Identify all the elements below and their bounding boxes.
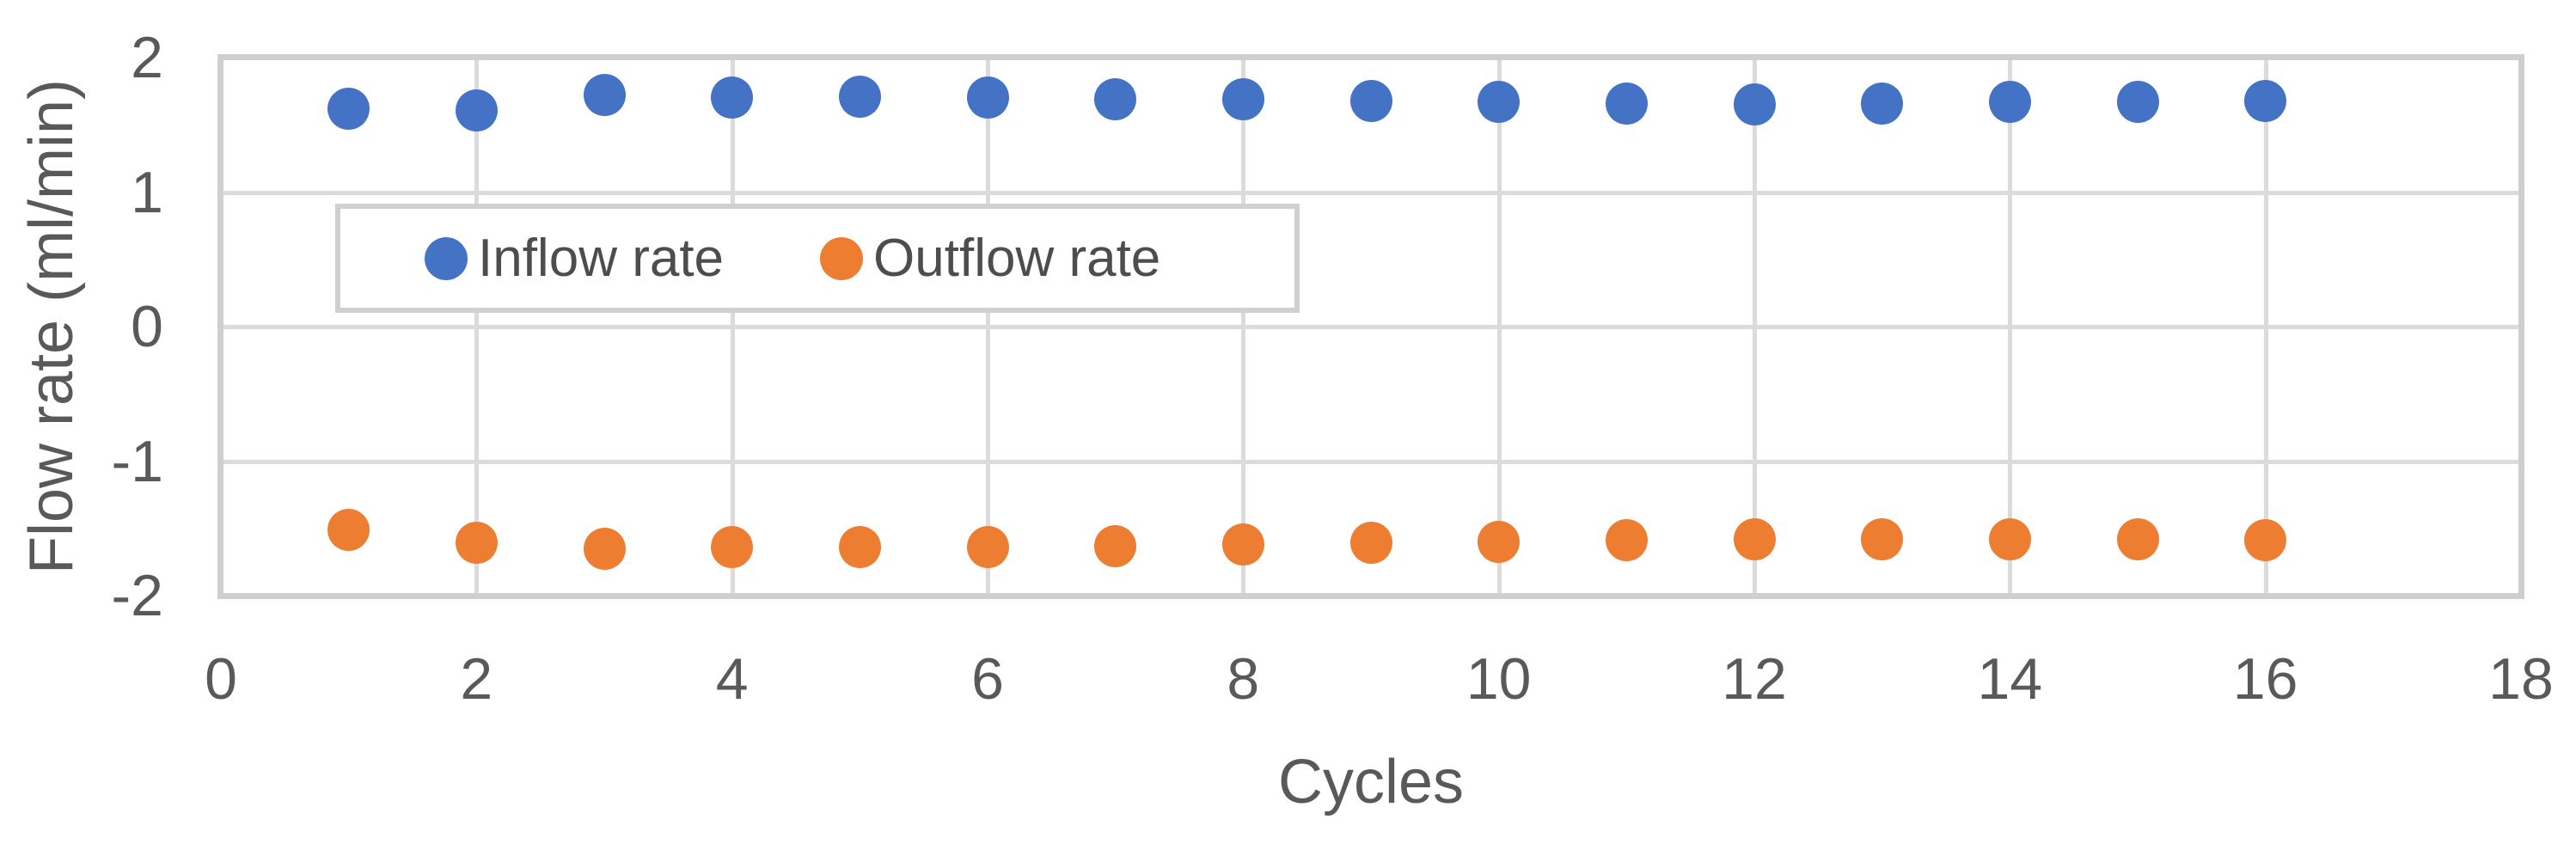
data-point-inflow-rate	[327, 87, 370, 130]
data-point-outflow-rate	[1988, 517, 2031, 560]
y-tick-label: 0	[131, 294, 163, 359]
gridline	[221, 459, 2521, 464]
legend-entry-outflow-rate: Outflow rate	[820, 228, 1161, 288]
data-point-inflow-rate	[1221, 78, 1264, 120]
x-axis-line	[217, 593, 2524, 599]
legend: Inflow rate Outflow rate	[335, 204, 1300, 313]
data-point-inflow-rate	[2244, 79, 2287, 122]
gridline	[221, 325, 2521, 329]
data-point-outflow-rate	[1094, 524, 1137, 567]
plot-border-right	[2518, 54, 2524, 599]
data-point-outflow-rate	[2244, 519, 2287, 562]
data-point-outflow-rate	[1349, 522, 1392, 565]
x-tick-label: 18	[2488, 646, 2554, 712]
data-point-inflow-rate	[583, 74, 626, 117]
x-axis-title: Cycles	[1277, 748, 1465, 816]
data-point-inflow-rate	[455, 89, 498, 131]
x-tick-label: 14	[1977, 646, 2043, 712]
legend-entry-inflow-rate: Inflow rate	[425, 228, 725, 288]
data-point-inflow-rate	[1861, 82, 1904, 125]
y-tick-label: -2	[111, 563, 163, 628]
data-point-inflow-rate	[1478, 81, 1521, 124]
data-point-outflow-rate	[1478, 520, 1521, 563]
x-tick-label: 16	[2232, 646, 2298, 712]
data-point-outflow-rate	[711, 526, 754, 569]
data-point-outflow-rate	[1221, 523, 1264, 566]
data-point-inflow-rate	[1605, 82, 1648, 125]
x-tick-label: 6	[971, 646, 1004, 712]
data-point-outflow-rate	[1733, 517, 1776, 560]
data-point-inflow-rate	[1094, 78, 1137, 120]
legend-label-outflow-rate: Outflow rate	[873, 228, 1161, 288]
y-axis-line	[217, 54, 223, 599]
x-tick-label: 12	[1722, 646, 1787, 712]
data-point-outflow-rate	[1605, 519, 1648, 562]
data-point-inflow-rate	[838, 75, 881, 118]
x-tick-label: 4	[715, 646, 749, 712]
data-point-inflow-rate	[711, 76, 754, 119]
data-point-outflow-rate	[1861, 517, 1904, 560]
outflow-legend-marker-icon	[820, 236, 864, 280]
data-point-inflow-rate	[1349, 79, 1392, 122]
data-point-outflow-rate	[2116, 517, 2159, 560]
y-tick-label: 1	[131, 159, 163, 225]
data-point-outflow-rate	[838, 526, 881, 569]
plot-border-top	[217, 54, 2524, 60]
gridline	[221, 190, 2521, 195]
data-point-inflow-rate	[966, 76, 1009, 119]
data-point-inflow-rate	[1988, 81, 2031, 124]
data-point-outflow-rate	[455, 522, 498, 565]
data-point-outflow-rate	[327, 508, 370, 551]
x-tick-label: 0	[205, 646, 237, 712]
inflow-legend-marker-icon	[425, 236, 468, 280]
data-point-inflow-rate	[2116, 81, 2159, 124]
x-tick-label: 2	[460, 646, 493, 712]
data-point-outflow-rate	[966, 526, 1009, 569]
y-tick-label: 2	[131, 25, 163, 90]
y-tick-label: -1	[111, 428, 163, 494]
legend-label-inflow-rate: Inflow rate	[478, 228, 725, 288]
data-point-outflow-rate	[583, 527, 626, 570]
x-tick-label: 10	[1465, 646, 1532, 712]
x-tick-label: 8	[1227, 646, 1260, 712]
data-point-inflow-rate	[1733, 83, 1776, 126]
